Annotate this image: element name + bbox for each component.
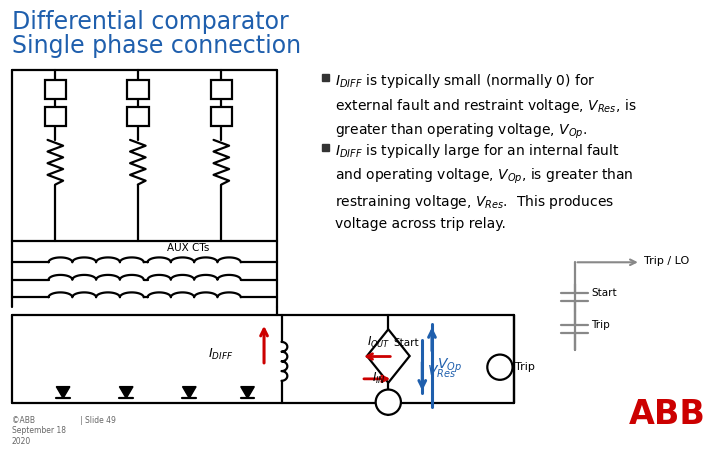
Text: Start: Start	[393, 338, 419, 348]
Bar	[127, 107, 148, 126]
Text: $I_{DIFF}$ is typically large for an internal fault
and operating voltage, $V_{O: $I_{DIFF}$ is typically large for an int…	[335, 142, 634, 231]
Polygon shape	[182, 387, 196, 398]
Text: ©ABB
September 18
2020: ©ABB September 18 2020	[12, 416, 66, 446]
Polygon shape	[56, 387, 70, 398]
Text: Single phase connection: Single phase connection	[12, 34, 301, 58]
Bar	[323, 74, 329, 81]
Bar	[45, 107, 66, 126]
Bar	[127, 80, 148, 99]
Bar	[211, 80, 232, 99]
Text: $I_{OUT}$: $I_{OUT}$	[366, 335, 390, 350]
Circle shape	[376, 390, 401, 415]
Text: $I_{IN}$: $I_{IN}$	[372, 371, 385, 386]
Text: | Slide 49: | Slide 49	[80, 416, 115, 425]
Text: Differential comparator: Differential comparator	[12, 10, 289, 34]
Text: $I_{DIFF}$: $I_{DIFF}$	[208, 346, 233, 362]
Text: AUX CTs: AUX CTs	[167, 243, 210, 253]
Polygon shape	[120, 387, 133, 398]
Bar	[323, 144, 329, 151]
Polygon shape	[240, 387, 254, 398]
Text: Trip: Trip	[591, 320, 610, 330]
Text: ABB: ABB	[629, 398, 706, 431]
Text: Trip: Trip	[516, 362, 536, 372]
Polygon shape	[367, 329, 410, 383]
Text: $V_{Res}$: $V_{Res}$	[427, 363, 456, 380]
Bar	[45, 80, 66, 99]
Text: $I_{DIFF}$ is typically small (normally 0) for
external fault and restraint volt: $I_{DIFF}$ is typically small (normally …	[335, 72, 636, 141]
Bar	[211, 107, 232, 126]
Text: Start: Start	[591, 288, 617, 298]
Circle shape	[487, 355, 513, 380]
Text: Trip / LO: Trip / LO	[644, 256, 689, 266]
Text: $V_{Op}$: $V_{Op}$	[437, 356, 462, 375]
